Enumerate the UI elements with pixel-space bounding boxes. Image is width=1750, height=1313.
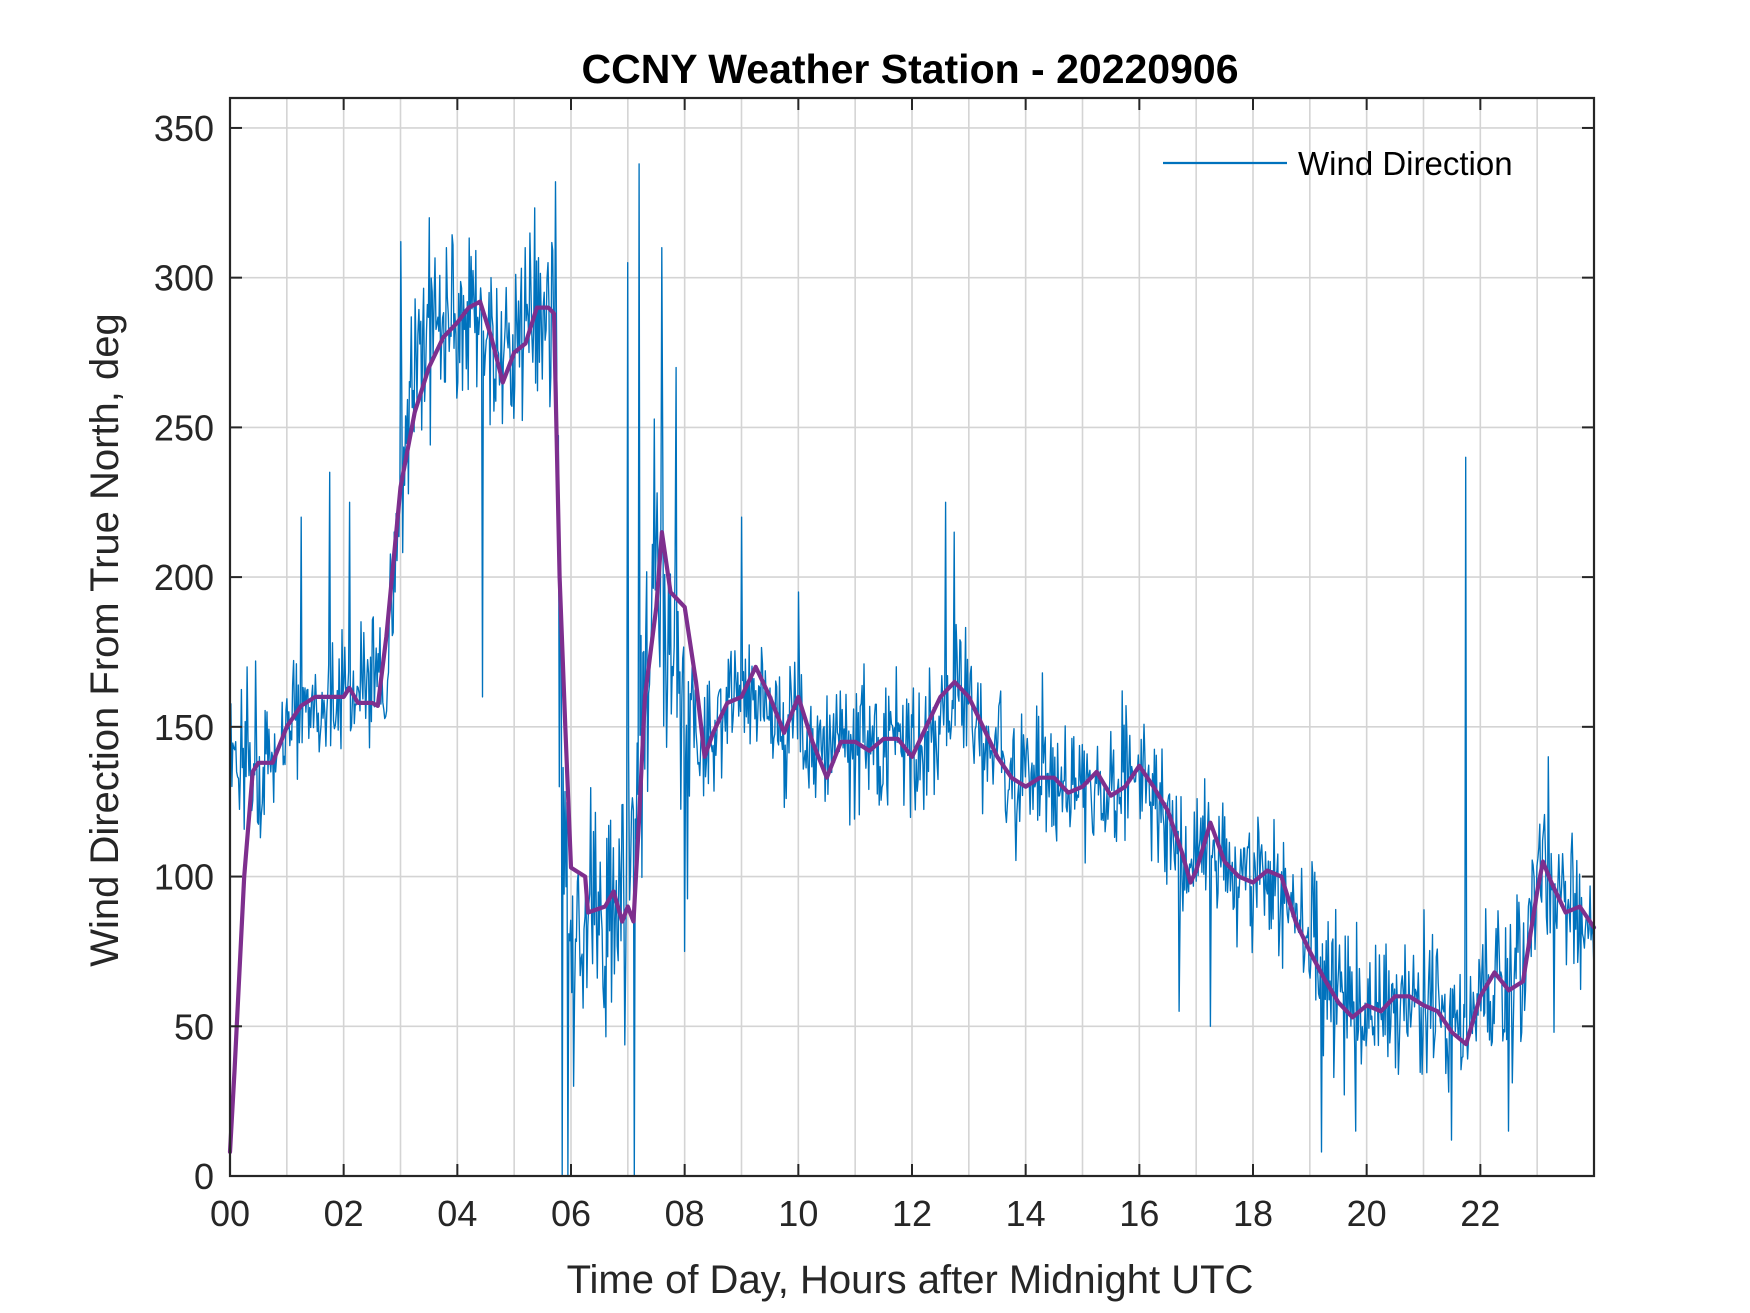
x-tick-label: 20: [1347, 1193, 1387, 1234]
chart-title: CCNY Weather Station - 20220906: [581, 46, 1238, 92]
legend: Wind Direction: [1163, 145, 1513, 182]
x-tick-label: 16: [1119, 1193, 1159, 1234]
y-tick-label: 150: [154, 707, 214, 748]
x-tick-label: 02: [324, 1193, 364, 1234]
y-tick-label: 250: [154, 407, 214, 448]
y-tick-label: 200: [154, 557, 214, 598]
axis-ticks: 00 02 04 06 08 10 12 14 16 18 20 22 0 50 100 150 200 250 3…: [154, 98, 1594, 1234]
x-tick-label: 14: [1006, 1193, 1046, 1234]
x-tick-label: 00: [210, 1193, 250, 1234]
series-line-moving-average: [227, 299, 1597, 1155]
y-tick-label: 300: [154, 258, 214, 299]
x-tick-label: 22: [1460, 1193, 1500, 1234]
x-tick-label: 18: [1233, 1193, 1273, 1234]
x-axis-label: Time of Day, Hours after Midnight UTC: [567, 1258, 1254, 1302]
y-axis-label: Wind Direction From True North, deg: [83, 313, 127, 967]
y-tick-label: 100: [154, 857, 214, 898]
x-tick-label: 12: [892, 1193, 932, 1234]
x-tick-label: 06: [551, 1193, 591, 1234]
x-tick-label: 04: [437, 1193, 477, 1234]
y-tick-label: 350: [154, 108, 214, 149]
legend-entry-wind-direction: Wind Direction: [1298, 145, 1513, 182]
x-tick-label: 08: [665, 1193, 705, 1234]
y-tick-label: 50: [174, 1006, 214, 1047]
y-tick-label: 0: [194, 1156, 214, 1197]
x-tick-label: 10: [778, 1193, 818, 1234]
data-series: [227, 163, 1597, 1177]
series-line-wind-direction: [229, 163, 1595, 1177]
